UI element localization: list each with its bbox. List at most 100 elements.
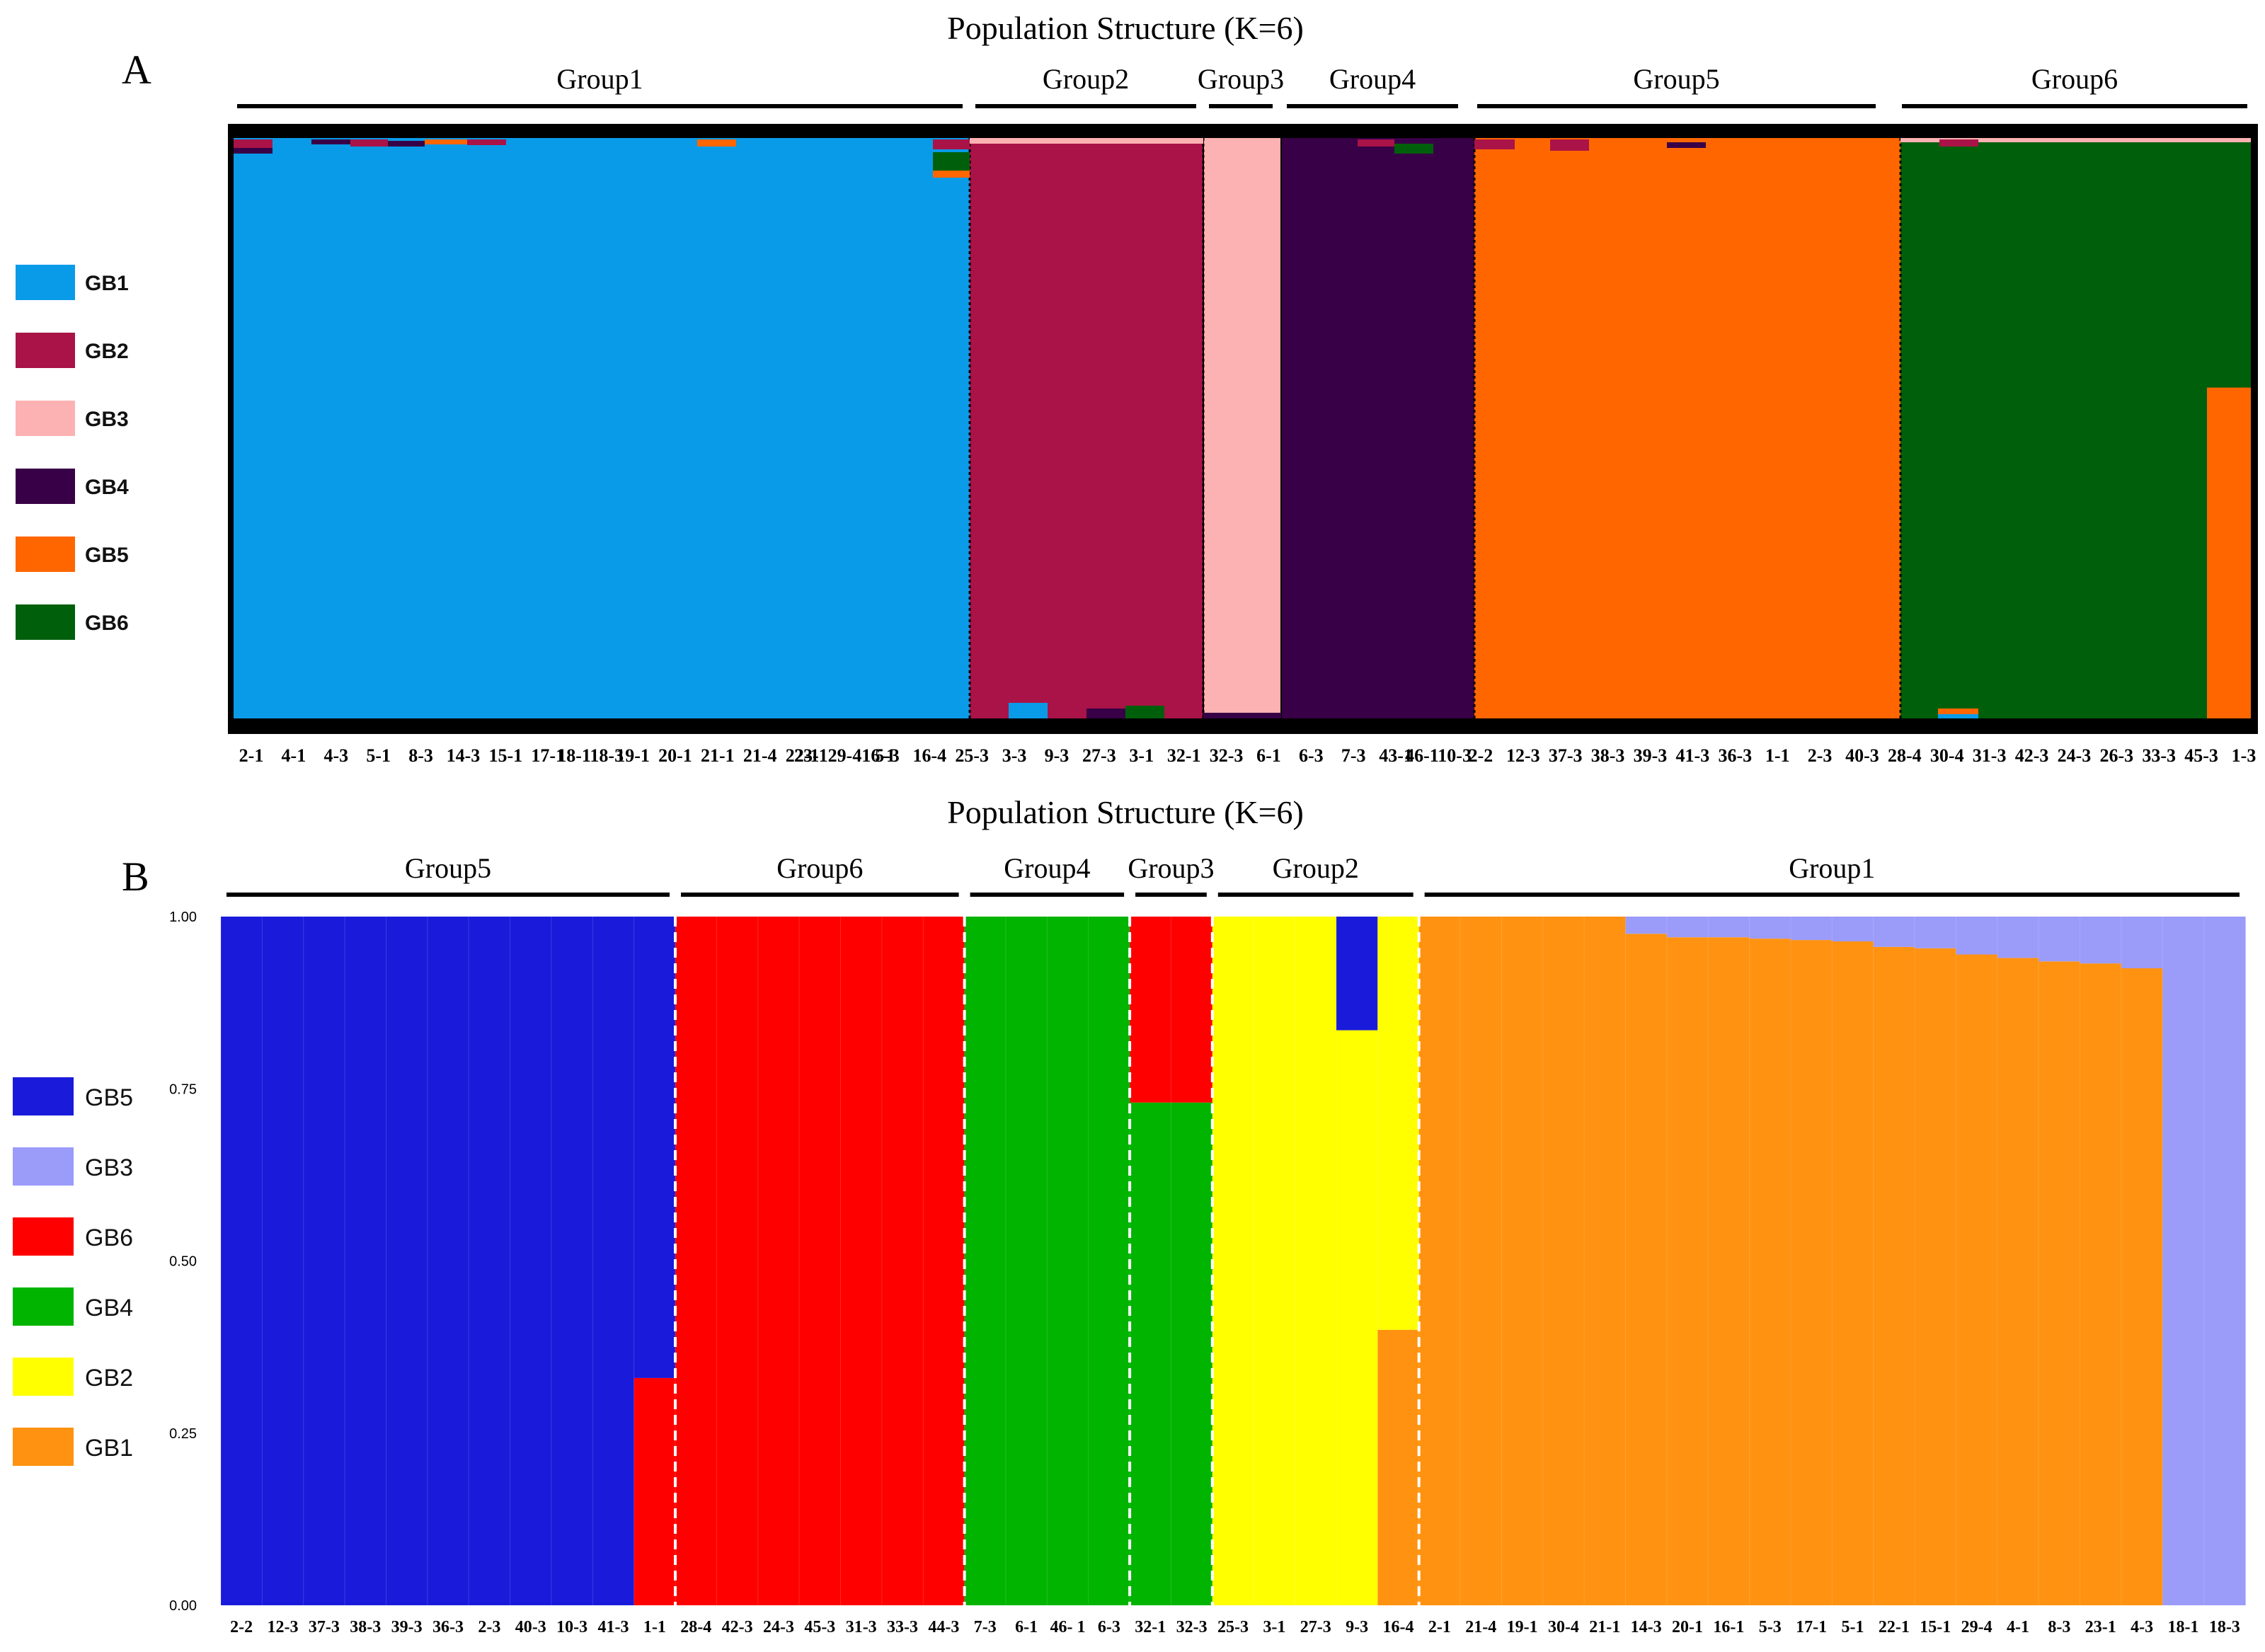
bar-33-3-gb6 <box>881 917 924 1605</box>
bar-10-3-gb5 <box>551 917 593 1605</box>
legend-label-gb4: GB4 <box>85 1295 133 1321</box>
panel-b-group-label-group6: Group6 <box>776 852 863 884</box>
bar-15-1-gb3 <box>1915 917 1957 948</box>
legend-swatch-gb6 <box>16 604 75 640</box>
panel-b-title: Population Structure (K=6) <box>947 794 1304 830</box>
admixture-segment-25 <box>1938 714 1978 718</box>
panel-b-plot-area <box>220 917 2246 1605</box>
panel-b-tick-28: 9-3 <box>1346 1618 1368 1636</box>
panel-b-tick-37: 16-1 <box>1713 1618 1744 1636</box>
panel-a-group-label-group4: Group4 <box>1329 63 1416 95</box>
panel-a-tick-34: 39-3 <box>1634 745 1668 766</box>
panel-a-tick-41: 30-4 <box>1930 745 1964 766</box>
panel-a-tick-32: 37-3 <box>1549 745 1583 766</box>
bar-5-3-gb1 <box>1749 939 1791 1605</box>
bar-1-1-gb6 <box>633 1377 676 1605</box>
bar-44-3-gb6 <box>923 917 965 1605</box>
panel-b-ytick-1-00: 1.00 <box>169 910 197 925</box>
bar-8-3-gb3 <box>2038 917 2081 962</box>
panel-a-tick-26: 6-3 <box>1299 745 1324 766</box>
panel-a-tick-2: 4-1 <box>282 745 306 766</box>
panel-a-tick-4: 5-1 <box>366 745 391 766</box>
panel-a-tick-18: 25-3 <box>955 745 989 766</box>
panel-b-tick-27: 27-3 <box>1300 1618 1331 1636</box>
bar-9-3-gb5 <box>1336 917 1378 1031</box>
bar-21-4-gb1 <box>1460 917 1502 1605</box>
bar-17-1-gb1 <box>1790 940 1833 1605</box>
admixture-segment-6 <box>425 139 467 144</box>
bar-27-3-gb2 <box>1295 917 1337 1605</box>
bar-39-3-gb5 <box>386 917 428 1605</box>
panel-b-tick-2: 12-3 <box>268 1618 299 1636</box>
legend-swatch-gb4 <box>13 1287 74 1326</box>
panel-a-tick-38: 2-3 <box>1808 745 1833 766</box>
legend-swatch-gb2 <box>13 1358 74 1396</box>
panel-a-plot-area <box>228 124 2258 734</box>
panel-b-tick-30: 2-1 <box>1428 1618 1451 1636</box>
panel-a-tick-27: 7-3 <box>1341 745 1366 766</box>
bar-32-3-gb6 <box>1171 917 1213 1103</box>
panel-a-tick-48: 1-3 <box>2232 745 2257 766</box>
bar-46-1-gb4 <box>1047 917 1089 1605</box>
panel-a-tick-33: 38-3 <box>1591 745 1625 766</box>
bar-20-1-gb1 <box>1666 937 1709 1605</box>
admixture-segment-18 <box>1900 138 2251 142</box>
bar-7-3-gb4 <box>964 917 1007 1605</box>
bar-2-1-gb1 <box>1418 917 1461 1605</box>
panel-b-tick-24: 32-3 <box>1176 1618 1208 1636</box>
panel-b-tick-39: 17-1 <box>1796 1618 1827 1636</box>
panel-b-group-label-group5: Group5 <box>405 852 491 884</box>
admixture-segment-5 <box>388 141 425 147</box>
panel-b-tick-36: 20-1 <box>1672 1618 1703 1636</box>
panel-a-tick-23: 32-1 <box>1167 745 1201 766</box>
panel-a-tick-47: 45-3 <box>2184 745 2218 766</box>
panel-a-tick-16: 5-3 <box>875 745 900 766</box>
panel-a-tick-45: 26-3 <box>2099 745 2133 766</box>
bar-16-4-gb2 <box>1377 917 1420 1330</box>
panel-a-tick-44: 24-3 <box>2058 745 2092 766</box>
bar-8-3-gb1 <box>2038 961 2081 1605</box>
panel-b-tick-1: 2-2 <box>230 1618 253 1636</box>
legend-label-gb6: GB6 <box>85 1224 133 1251</box>
panel-a-tick-24: 32-3 <box>1210 745 1244 766</box>
bar-group-group6-gb6 <box>1900 138 2251 718</box>
admixture-segment-3 <box>311 139 350 144</box>
panel-b-tick-23: 32-1 <box>1135 1618 1166 1636</box>
bar-16-4-gb1 <box>1377 1329 1420 1605</box>
admixture-segment-23 <box>1203 713 1281 718</box>
admixture-segment-1 <box>234 139 273 148</box>
legend-label-gb3: GB3 <box>85 408 129 431</box>
bar-4-3-gb1 <box>2121 968 2163 1605</box>
panel-b-tick-35: 14-3 <box>1631 1618 1662 1636</box>
bar-36-3-gb5 <box>427 917 469 1605</box>
legend-label-gb2: GB2 <box>85 340 129 363</box>
panel-b-tick-4: 38-3 <box>350 1618 381 1636</box>
legend-swatch-gb5 <box>13 1077 74 1115</box>
legend-swatch-gb4 <box>16 469 75 504</box>
bar-12-3-gb5 <box>262 917 304 1605</box>
legend-label-gb5: GB5 <box>85 544 129 567</box>
bar-6-1-gb4 <box>1005 917 1048 1605</box>
bar-18-1-gb3 <box>2162 917 2205 1605</box>
legend-label-gb1: GB1 <box>85 272 129 295</box>
bar-40-3-gb5 <box>510 917 552 1605</box>
panel-a-tick-46: 33-3 <box>2142 745 2176 766</box>
admixture-segment-19 <box>1939 139 1978 147</box>
panel-b-tick-38: 5-3 <box>1759 1618 1782 1636</box>
panel-b-group-headers: Group5 Group6 Group4 Group3 Group2 Group1 <box>226 852 2240 897</box>
panel-b-tick-45: 8-3 <box>2048 1618 2070 1636</box>
panel-b-tick-10: 41-3 <box>597 1618 629 1636</box>
bar-32-1-gb6 <box>1130 917 1172 1103</box>
panel-a-tick-39: 40-3 <box>1845 745 1879 766</box>
bar-4-1-gb3 <box>1997 917 2039 958</box>
admixture-segment-14 <box>1358 139 1394 147</box>
panel-b-tick-8: 40-3 <box>515 1618 546 1636</box>
admixture-segment-20 <box>1009 703 1048 718</box>
panel-a-tick-43: 42-3 <box>2015 745 2049 766</box>
panel-b-ytick-0-00: 0.00 <box>169 1598 197 1614</box>
panel-b-tick-15: 45-3 <box>804 1618 835 1636</box>
bar-22-1-gb1 <box>1873 946 1915 1605</box>
panel-a-tick-21: 27-3 <box>1082 745 1116 766</box>
legend-swatch-gb1 <box>13 1428 74 1466</box>
